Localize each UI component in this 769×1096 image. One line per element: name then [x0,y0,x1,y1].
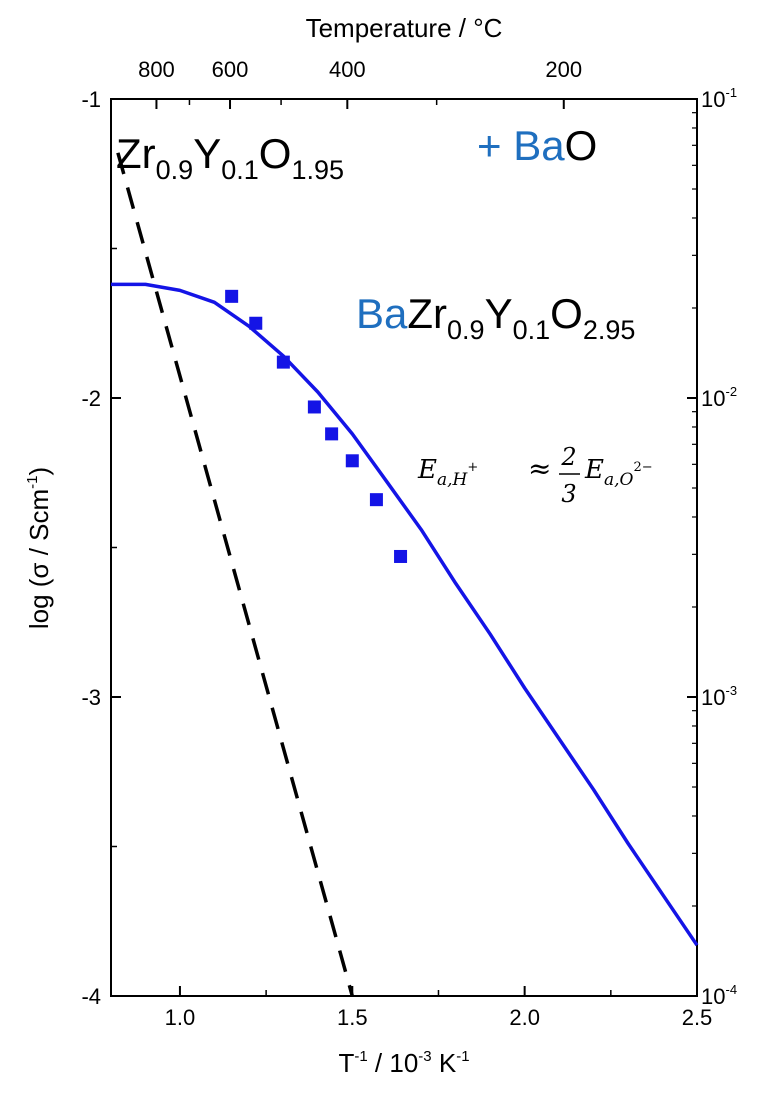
plot-frame [110,98,698,997]
svg-text:Ea,O2−: Ea,O2− [584,455,653,490]
zr-dashed-line [116,152,354,997]
data-point [225,289,239,303]
data-point [249,316,263,330]
top-axis-label: Temperature / °C [306,13,503,43]
data-point [369,493,383,507]
y-tick-label: -4 [81,984,101,1009]
top-tick-label: 800 [138,57,175,82]
data-point [307,400,321,414]
right-tick-label: 10-2 [701,384,737,411]
bzy-formula-label: BaZr0.9Y0.1O2.95 [356,290,635,345]
right-tick-label: 10-3 [701,683,737,710]
data-point [276,355,290,369]
x-tick-label: 1.5 [337,1005,368,1030]
x-tick-label: 2.5 [682,1005,713,1030]
y-tick-label: -3 [81,685,101,710]
data-point [325,427,339,441]
bzy-conductivity-curve [111,282,699,947]
svg-text:≈: ≈ [528,452,551,485]
right-tick-label: 10-1 [701,85,737,112]
x-tick-label: 2.0 [509,1005,540,1030]
y-axis-label: log (σ / Scm-1) [24,467,54,629]
top-tick-label: 600 [212,57,249,82]
y-tick-label: -2 [81,386,101,411]
x-tick-label: 1.0 [165,1005,196,1030]
right-tick-label: 10-4 [701,982,737,1009]
y-tick-label: -1 [81,87,101,112]
activation-energy-equation: Ea,H+ ≈ 2 3 Ea,O2− [417,443,653,508]
ticks-layer: 1.0 1.5 2.0 2.5 -1 -2 -3 -4 10-1 10-2 10-3 10-4 800 6… [81,57,737,1030]
x-axis-label: T-1 / 10-3 K-1 [338,1048,469,1078]
svg-text:2: 2 [560,443,576,471]
zr-formula-label: Zr0.9Y0.1O1.95 [116,130,344,185]
top-tick-label: 200 [545,57,582,82]
svg-text:Ea,H+: Ea,H+ [417,455,478,490]
data-point [345,454,359,468]
plus-bao-label: + BaO [477,122,597,169]
data-point [394,549,408,563]
series-layer [111,152,699,997]
top-tick-label: 400 [329,57,366,82]
svg-text:3: 3 [561,480,576,508]
